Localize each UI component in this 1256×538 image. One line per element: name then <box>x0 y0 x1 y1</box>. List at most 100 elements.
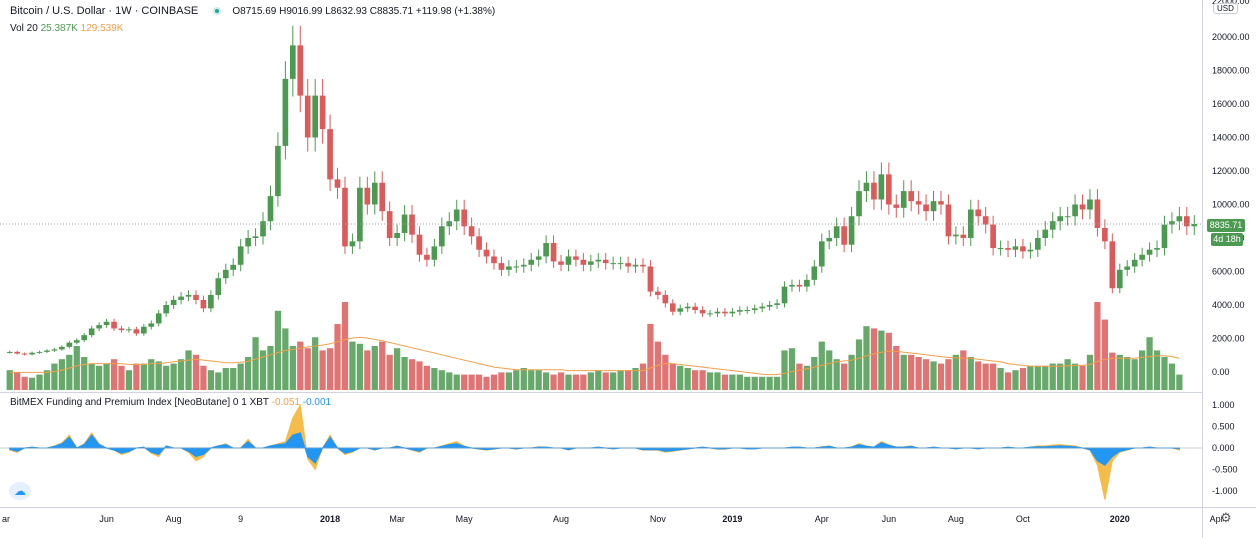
volume-bar <box>744 376 751 390</box>
candle-body <box>237 246 244 265</box>
candle-body <box>669 303 676 312</box>
volume-bar <box>982 363 989 390</box>
candle-body <box>520 264 527 267</box>
volume-bar <box>937 363 945 390</box>
candle-body <box>498 263 505 270</box>
indicator-tick-label: -0.500 <box>1212 465 1238 475</box>
candle-body <box>900 191 907 208</box>
volume-bar <box>475 374 483 390</box>
volume-bar <box>870 328 878 390</box>
candle-body <box>744 310 751 312</box>
volume-bar <box>401 357 408 390</box>
volume-bar <box>1109 352 1116 390</box>
volume-bar <box>200 365 207 390</box>
candle-body <box>282 78 289 146</box>
volume-bar <box>118 365 125 390</box>
candle-body <box>275 145 281 197</box>
volume-bar <box>431 368 438 390</box>
volume-bar <box>1071 363 1079 390</box>
candle-body <box>975 209 982 217</box>
volume-bar <box>639 363 647 390</box>
volume-bar <box>36 374 43 390</box>
volume-bar <box>684 368 691 390</box>
volume-bar <box>267 346 274 390</box>
candle-body <box>1094 199 1101 228</box>
volume-bar <box>989 363 997 390</box>
volume-bar <box>960 350 967 390</box>
volume-bar <box>811 357 818 390</box>
candle-body <box>371 182 378 205</box>
volume-bar <box>408 359 416 390</box>
candle-body <box>789 284 795 287</box>
candle-body <box>878 174 885 200</box>
volume-bar <box>1012 370 1019 390</box>
candle-body <box>193 294 199 300</box>
candle-body <box>736 310 743 312</box>
volume-bar <box>43 370 51 390</box>
price-tick-label: 12000.00 <box>1212 166 1250 176</box>
volume-bar <box>1131 359 1138 390</box>
candle-body <box>51 349 58 351</box>
volume-bar <box>1042 365 1049 390</box>
volume-bar <box>1057 363 1064 390</box>
volume-bar <box>788 348 796 390</box>
candle-body <box>632 264 639 267</box>
volume-bar <box>341 302 349 390</box>
volume-bar <box>371 346 378 390</box>
candle-body <box>1183 216 1190 227</box>
volume-bar <box>312 337 319 390</box>
candle-body <box>647 266 654 292</box>
price-tick-label: 4000.00 <box>1212 300 1245 310</box>
candle-body <box>73 340 80 343</box>
volume-bar <box>1168 363 1176 390</box>
candle-body <box>260 221 266 237</box>
candle-body <box>327 129 333 180</box>
candle-body <box>103 321 110 326</box>
volume-ma-line <box>9 336 1180 376</box>
candle-body <box>304 95 311 138</box>
time-tick-label: Apr <box>815 514 829 524</box>
volume-label: Vol 20 <box>10 23 38 34</box>
settings-gear-icon[interactable]: ⚙ <box>1220 510 1232 525</box>
volume-bar <box>110 359 118 390</box>
candle-body <box>565 256 572 265</box>
volume-bar <box>550 374 557 390</box>
volume-bar <box>662 354 669 390</box>
volume-bar <box>468 374 475 390</box>
volume-bar <box>699 370 706 390</box>
volume-bar <box>304 348 311 390</box>
volume-bar <box>393 348 401 390</box>
candle-body <box>267 196 274 222</box>
volume-bar <box>975 361 982 390</box>
volume-bar <box>1004 372 1012 390</box>
candle-body <box>990 224 996 249</box>
volume-bar <box>21 376 28 390</box>
candle-body <box>118 328 125 331</box>
volume-bar <box>930 361 937 390</box>
candle-body <box>982 216 989 225</box>
candle-body <box>1116 269 1123 289</box>
volume-bar <box>1153 350 1161 390</box>
candle-body <box>617 263 624 265</box>
volume-bar <box>714 372 721 390</box>
volume-bar <box>751 376 758 390</box>
candle-body <box>506 266 512 270</box>
volume-bar <box>58 359 66 390</box>
time-tick-label: Jun <box>99 514 114 524</box>
candle-body <box>21 353 28 355</box>
volume-bar <box>863 326 870 390</box>
candle-body <box>640 264 646 267</box>
indicator-tick-label: 0.000 <box>1212 443 1235 453</box>
candle-body <box>185 294 192 297</box>
candle-body <box>1027 249 1034 252</box>
tradingview-logo-icon[interactable]: ☁ <box>9 482 31 500</box>
candle-body <box>364 187 371 205</box>
indicator-area-funding <box>9 403 1180 500</box>
price-tick-label: 6000.00 <box>1212 267 1245 277</box>
volume-bar <box>1124 357 1131 390</box>
volume-bar <box>669 363 676 390</box>
volume-bar <box>498 372 505 390</box>
currency-button[interactable]: USD <box>1213 3 1238 14</box>
candle-body <box>893 204 900 208</box>
